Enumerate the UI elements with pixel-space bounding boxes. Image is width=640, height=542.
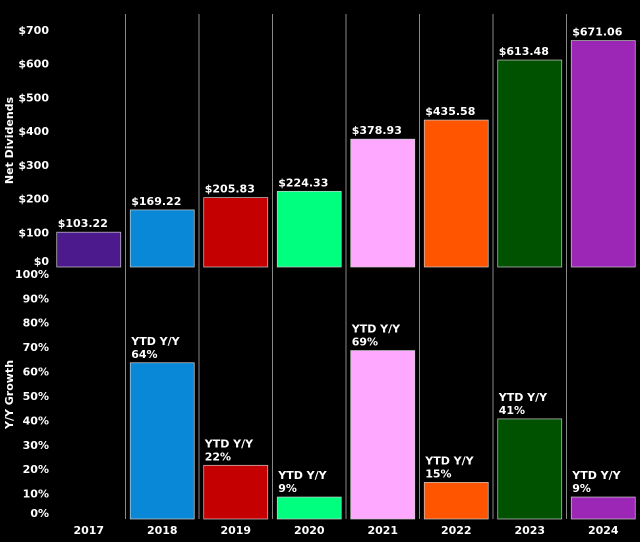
bar (497, 418, 563, 520)
value-label: 41% (499, 404, 525, 417)
value-label: $671.06 (572, 26, 622, 39)
value-label-prefix: YTD Y/Y (498, 391, 548, 404)
y-tick-label: 0% (30, 507, 49, 520)
y-tick-label: 10% (23, 488, 49, 501)
x-tick-label: 2021 (367, 524, 398, 537)
bar (276, 190, 342, 268)
bar (129, 362, 195, 520)
x-tick-label: 2018 (147, 524, 178, 537)
y-tick-label: $500 (18, 91, 49, 104)
value-label: 9% (572, 482, 591, 495)
bar (570, 40, 636, 268)
value-label-prefix: YTD Y/Y (204, 437, 254, 450)
y-tick-label: $0 (34, 255, 50, 268)
value-label: 15% (425, 467, 451, 480)
value-label-prefix: YTD Y/Y (424, 454, 474, 467)
x-tick-label: 2020 (294, 524, 325, 537)
value-label: 9% (278, 482, 297, 495)
x-tick-label: 2019 (220, 524, 251, 537)
y-tick-label: 60% (23, 366, 49, 379)
x-tick-label: 2023 (514, 524, 545, 537)
bar (423, 119, 489, 268)
bar (129, 209, 195, 268)
y-tick-label: 50% (23, 390, 49, 403)
x-tick-label: 2017 (73, 524, 104, 537)
value-label: $435.58 (425, 105, 475, 118)
y-tick-label: $100 (18, 226, 49, 239)
value-label-prefix: YTD Y/Y (571, 469, 621, 482)
y-tick-label: $600 (18, 58, 49, 71)
value-label-prefix: YTD Y/Y (130, 335, 180, 348)
value-label-prefix: YTD Y/Y (277, 469, 327, 482)
value-label: $224.33 (278, 176, 328, 189)
bar (570, 496, 636, 520)
bar (276, 496, 342, 520)
value-label: $613.48 (499, 45, 549, 58)
x-tick-label: 2022 (441, 524, 472, 537)
y-tick-label: 40% (23, 414, 49, 427)
bar (56, 231, 122, 268)
bar (350, 138, 416, 268)
y-tick-label: 90% (23, 292, 49, 305)
value-label: 64% (131, 348, 157, 361)
value-label: $378.93 (352, 124, 402, 137)
bar (350, 350, 416, 520)
y-tick-label: 100% (15, 268, 49, 281)
value-label: $103.22 (58, 217, 108, 230)
value-label: $169.22 (131, 195, 181, 208)
y-tick-label: $700 (18, 24, 49, 37)
y-tick-label: $400 (18, 125, 49, 138)
y-axis-title: Net Dividends (3, 96, 16, 184)
value-label: 69% (352, 336, 378, 349)
y-axis-title: Y/Y Growth (3, 360, 16, 430)
y-tick-label: 30% (23, 439, 49, 452)
y-tick-label: 80% (23, 317, 49, 330)
bar (203, 197, 269, 268)
bar (497, 59, 563, 268)
bar (423, 482, 489, 520)
y-tick-label: 70% (23, 341, 49, 354)
value-label-prefix: YTD Y/Y (351, 323, 401, 336)
bar (203, 464, 269, 520)
x-tick-label: 2024 (588, 524, 619, 537)
y-tick-label: 20% (23, 463, 49, 476)
y-tick-label: $200 (18, 193, 49, 206)
value-label: 22% (205, 450, 231, 463)
y-tick-label: $300 (18, 159, 49, 172)
value-label: $205.83 (205, 183, 255, 196)
